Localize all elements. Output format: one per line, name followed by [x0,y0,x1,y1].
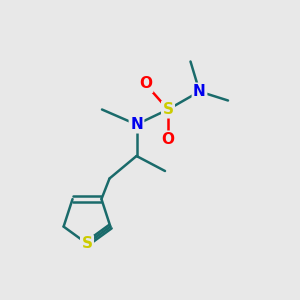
Text: O: O [139,76,152,92]
Text: N: N [193,84,206,99]
Text: N: N [130,117,143,132]
Text: S: S [82,236,92,251]
Text: S: S [163,102,173,117]
Text: O: O [161,132,175,147]
